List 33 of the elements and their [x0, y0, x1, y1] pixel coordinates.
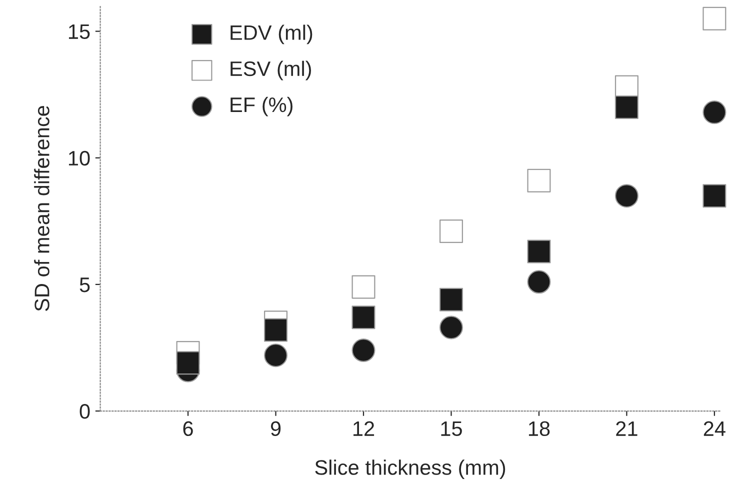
x-tick-label: 15	[441, 422, 462, 436]
y-tick-label: 15	[68, 24, 90, 40]
x-tick-label: 12	[353, 421, 374, 436]
x-tick-label: 21	[616, 421, 638, 436]
y-tick-label: 5	[80, 278, 90, 292]
point	[352, 338, 376, 362]
x-tick-label: 24	[704, 421, 726, 436]
point	[264, 344, 288, 368]
point	[352, 275, 376, 299]
x-axis-title: Slice thickness (mm)	[315, 460, 506, 480]
point	[527, 240, 551, 264]
point	[702, 100, 726, 124]
x-tick-label: 9	[270, 421, 281, 436]
y-tick-label: 0	[80, 404, 90, 419]
legend-label: EF (%)	[230, 96, 292, 116]
legend-label: EDV (ml)	[230, 24, 312, 44]
legend-label: ESV (ml)	[230, 60, 311, 80]
point	[614, 95, 638, 119]
point	[702, 6, 726, 30]
x-tick-label: 18	[528, 421, 550, 436]
y-tick-label: 10	[68, 150, 90, 166]
point	[702, 184, 726, 208]
point	[439, 288, 463, 312]
x-tick-label: 6	[183, 421, 193, 436]
point	[614, 184, 638, 208]
point	[527, 168, 551, 192]
point	[527, 270, 551, 294]
y-axis-title: SD of mean difference	[34, 106, 50, 311]
point	[439, 316, 463, 340]
point	[439, 220, 463, 244]
point	[264, 318, 288, 342]
point	[176, 351, 200, 375]
point	[352, 306, 376, 330]
